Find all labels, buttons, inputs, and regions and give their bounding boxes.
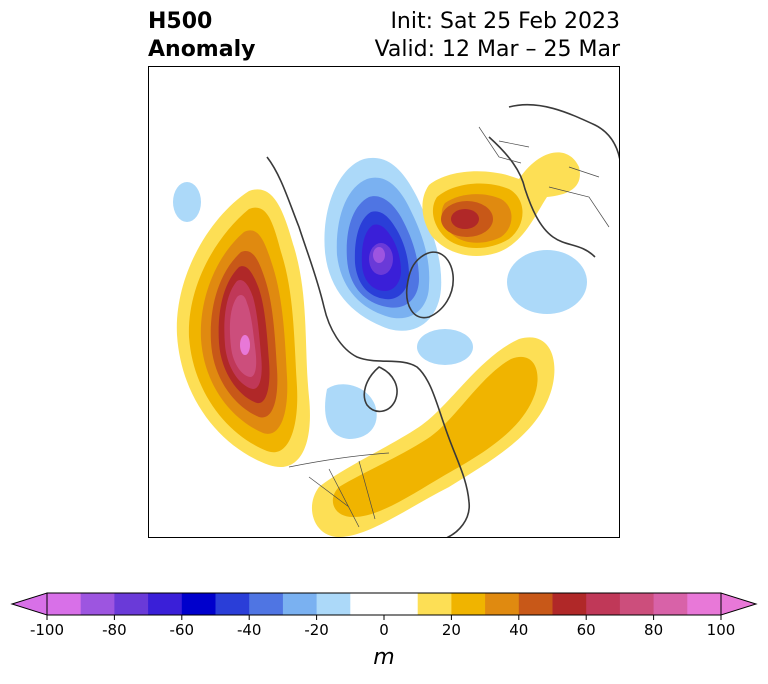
colorbar-swatch xyxy=(518,593,553,615)
arctic-trough-80 xyxy=(373,247,385,263)
nw-pacific-trough xyxy=(173,182,201,222)
colorbar-swatch xyxy=(552,593,587,615)
colorbar-tick-label: 100 xyxy=(707,621,736,639)
colorbar-tick-label: -60 xyxy=(170,621,195,639)
colorbar-svg: -100 -80 -60 -40 -20 0 20 40 60 80 100 xyxy=(10,592,758,639)
valid-range: Valid: 12 Mar – 25 Mar xyxy=(374,37,620,62)
us-state-lines-1 xyxy=(308,460,376,528)
colorbar-tick-label: -100 xyxy=(30,621,64,639)
eurasia-ridge-60 xyxy=(451,209,479,229)
colorbar-swatch xyxy=(653,593,688,615)
colorbar-swatch xyxy=(181,593,216,615)
colorbar-swatch xyxy=(148,593,183,615)
colorbar-swatch xyxy=(586,593,621,615)
colorbar-swatch xyxy=(80,593,115,615)
eurasia-ridge xyxy=(422,152,580,256)
map-title-right: Init: Sat 25 Feb 2023 Valid: 12 Mar – 25… xyxy=(375,8,620,64)
colorbar-swatch xyxy=(47,593,82,615)
us-canada-border xyxy=(288,452,390,468)
atlantic-ridge xyxy=(311,337,555,537)
coastlines xyxy=(266,103,619,537)
europe-coast xyxy=(488,136,596,258)
init-date: Init: Sat 25 Feb 2023 xyxy=(390,9,620,34)
anomaly-map xyxy=(148,66,620,538)
anomaly-contours xyxy=(173,152,587,537)
asia-trough xyxy=(507,250,587,314)
colorbar-under-arrow xyxy=(10,592,48,616)
colorbar: -100 -80 -60 -40 -20 0 20 40 60 80 100 m xyxy=(0,585,768,680)
colorbar-swatch xyxy=(249,593,284,615)
colorbar-swatch xyxy=(215,593,250,615)
colorbar-tick-label: -80 xyxy=(102,621,127,639)
colorbar-unit-label: m xyxy=(373,645,395,670)
canada-trough xyxy=(325,384,377,439)
europe-borders xyxy=(478,126,530,164)
colorbar-swatch xyxy=(687,593,722,615)
map-title-left: H500 Anomaly xyxy=(148,8,255,64)
map-canvas xyxy=(173,103,619,537)
colorbar-swatch xyxy=(384,593,419,615)
atlantic-ridge-30 xyxy=(332,356,538,517)
colorbar-tick-label: 60 xyxy=(577,621,596,639)
colorbar-swatch xyxy=(316,593,351,615)
colorbar-tick-label: 0 xyxy=(379,621,389,639)
hudson-bay-coast xyxy=(363,366,398,413)
colorbar-swatch xyxy=(451,593,486,615)
pacific-ridge xyxy=(176,189,310,468)
colorbar-tick-label: 80 xyxy=(644,621,663,639)
arctic-trough xyxy=(324,157,442,331)
political-borders xyxy=(288,126,610,528)
colorbar-swatch xyxy=(485,593,520,615)
colorbar-swatch xyxy=(619,593,655,615)
asia-borders xyxy=(548,166,610,228)
pacific-ridge-100 xyxy=(240,335,250,355)
title-variable: H500 xyxy=(148,9,213,34)
n-atlantic-trough xyxy=(417,329,473,365)
colorbar-tick-label: 20 xyxy=(442,621,461,639)
colorbar-swatch xyxy=(417,593,452,615)
colorbar-tick-label: 40 xyxy=(509,621,528,639)
colorbar-swatch xyxy=(114,593,149,615)
colorbar-swatch xyxy=(350,593,385,615)
north-america-coast xyxy=(266,156,470,537)
colorbar-swatch xyxy=(282,593,318,615)
greenland-coast xyxy=(405,251,454,319)
title-type: Anomaly xyxy=(148,37,256,62)
colorbar-over-arrow xyxy=(720,592,758,616)
asia-coast xyxy=(508,103,619,160)
colorbar-tick-label: -40 xyxy=(237,621,262,639)
colorbar-tick-label: -20 xyxy=(304,621,329,639)
